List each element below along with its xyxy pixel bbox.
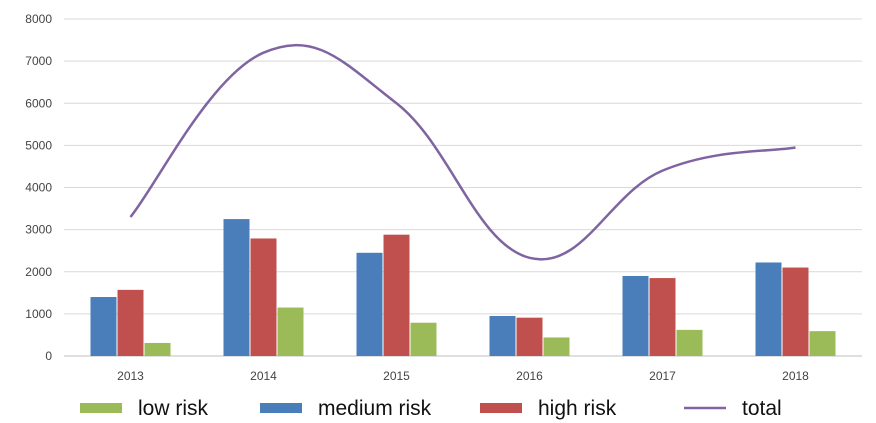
bar-medium-risk-2015 [356, 252, 383, 356]
y-tick-label: 4000 [25, 181, 52, 195]
bar-low-risk-2013 [144, 342, 171, 356]
legend-swatch-low-risk [80, 403, 122, 413]
x-tick-label: 2016 [516, 369, 543, 383]
bar-low-risk-2016 [543, 337, 570, 356]
y-tick-label: 6000 [25, 96, 52, 110]
legend-label: medium risk [318, 397, 432, 420]
y-tick-label: 8000 [25, 12, 52, 26]
bars [90, 219, 836, 356]
y-tick-label: 0 [45, 349, 52, 363]
x-tick-label: 2013 [117, 369, 144, 383]
bar-high-risk-2018 [782, 267, 809, 356]
legend-label: total [742, 397, 782, 420]
x-tick-label: 2018 [782, 369, 809, 383]
legend: low risk medium risk high risk total [80, 397, 782, 420]
bar-low-risk-2015 [410, 322, 437, 356]
bar-high-risk-2017 [649, 278, 676, 356]
bar-high-risk-2013 [117, 289, 144, 356]
bar-medium-risk-2017 [622, 275, 649, 356]
total-line [129, 43, 796, 261]
bar-medium-risk-2014 [223, 219, 250, 356]
y-axis-ticks: 0 1000 2000 3000 4000 5000 6000 7000 8000 [25, 12, 52, 363]
bar-low-risk-2014 [277, 307, 304, 356]
bar-low-risk-2018 [809, 331, 836, 356]
y-tick-label: 2000 [25, 265, 52, 279]
bar-high-risk-2016 [516, 317, 543, 356]
total-line-layer [129, 43, 796, 261]
bar-medium-risk-2016 [489, 315, 516, 356]
x-axis-ticks: 2013 2014 2015 2016 2017 2018 [117, 369, 809, 383]
bar-high-risk-2014 [250, 238, 277, 356]
y-tick-label: 3000 [25, 223, 52, 237]
bar-low-risk-2017 [676, 329, 703, 356]
bar-medium-risk-2018 [755, 262, 782, 356]
x-tick-label: 2015 [383, 369, 410, 383]
y-tick-label: 7000 [25, 54, 52, 68]
legend-swatch-medium-risk [260, 403, 302, 413]
y-tick-label: 5000 [25, 138, 52, 152]
x-tick-label: 2017 [649, 369, 676, 383]
x-tick-label: 2014 [250, 369, 277, 383]
legend-label: high risk [538, 397, 617, 420]
gridlines [64, 18, 862, 357]
bar-high-risk-2015 [383, 234, 410, 356]
legend-label: low risk [138, 397, 209, 420]
legend-swatch-high-risk [480, 403, 522, 413]
bar-medium-risk-2013 [90, 297, 117, 356]
y-tick-label: 1000 [25, 307, 52, 321]
